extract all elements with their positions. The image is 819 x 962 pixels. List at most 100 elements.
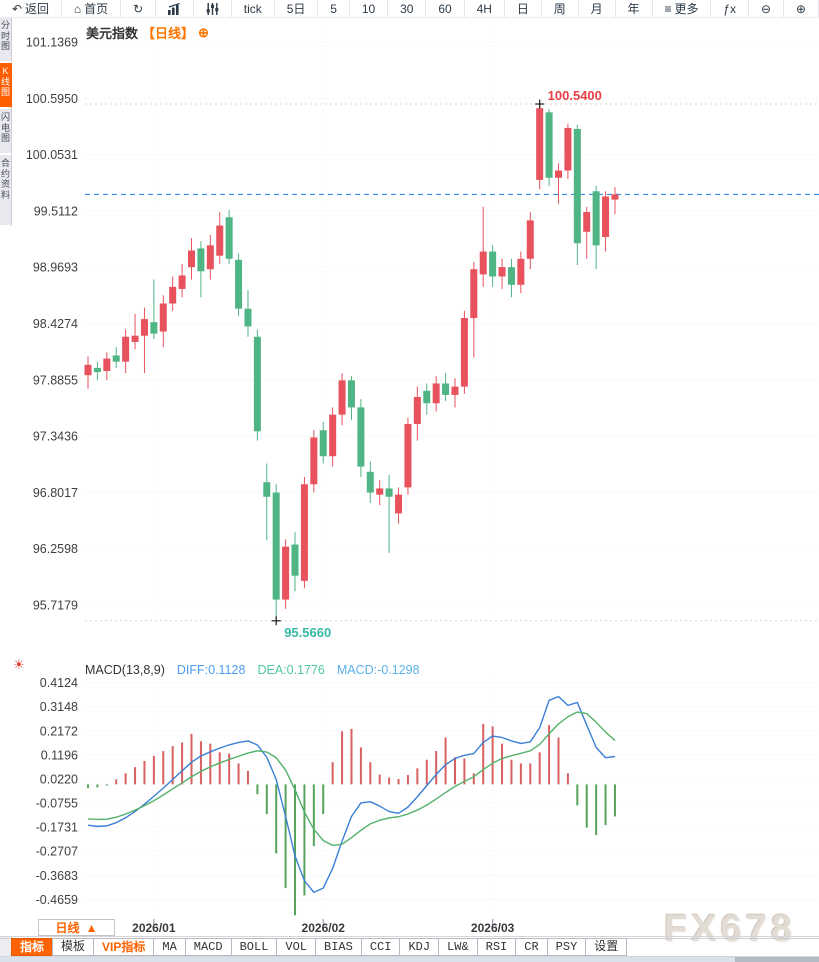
toolbar-button-m60[interactable]: 60 — [426, 0, 465, 17]
sidebar-tab-time-chart[interactable]: 分时图 — [0, 17, 12, 63]
candle[interactable] — [555, 163, 562, 204]
bottom-tab-cr[interactable]: CR — [515, 938, 548, 956]
candle[interactable] — [385, 474, 393, 553]
candle[interactable] — [432, 376, 440, 412]
toolbar-button-more[interactable]: ≡ 更多 — [653, 0, 712, 17]
candle[interactable] — [451, 378, 459, 408]
candle[interactable] — [470, 261, 478, 358]
candle[interactable] — [583, 206, 591, 259]
toolbar-button-tick[interactable]: tick — [232, 0, 275, 17]
toolbar-button-back[interactable]: ↶ 返回 — [0, 0, 62, 17]
candle[interactable] — [338, 373, 346, 426]
candle[interactable] — [178, 264, 186, 298]
candle[interactable] — [564, 123, 572, 179]
toolbar-button-day[interactable]: 日 — [505, 0, 542, 17]
candle[interactable] — [366, 461, 374, 503]
add-indicator-icon[interactable]: ⊕ — [198, 24, 209, 40]
candle[interactable] — [169, 276, 177, 311]
bottom-tab-psy[interactable]: PSY — [546, 938, 587, 956]
candle[interactable] — [545, 109, 553, 187]
candle[interactable] — [300, 476, 308, 589]
candle[interactable] — [253, 329, 261, 441]
sidebar-tab-kline-chart[interactable]: K线图 — [0, 63, 12, 109]
candle[interactable] — [235, 253, 243, 316]
toolbar-button-5d[interactable]: 5日 — [275, 0, 319, 17]
candle[interactable] — [442, 373, 450, 402]
candle[interactable] — [329, 407, 337, 467]
candle[interactable] — [376, 480, 384, 506]
candle[interactable] — [263, 463, 271, 541]
candle[interactable] — [225, 209, 233, 265]
horizontal-scrollbar[interactable] — [735, 957, 819, 962]
bottom-tab-vip-indicator[interactable]: VIP指标 — [93, 938, 155, 956]
candle[interactable] — [498, 258, 506, 289]
bottom-tab-ma[interactable]: MA — [153, 938, 186, 956]
toolbar-button-indicator-settings[interactable] — [194, 0, 232, 17]
candle[interactable] — [413, 386, 421, 441]
candle[interactable] — [347, 376, 355, 420]
sidebar-tab-lightning-chart[interactable]: 闪电图 — [0, 109, 12, 155]
toolbar-button-h4[interactable]: 4H — [465, 0, 505, 17]
bottom-tab-lw[interactable]: LW& — [438, 938, 478, 956]
candle[interactable] — [460, 310, 468, 394]
candle[interactable] — [150, 279, 158, 339]
candle[interactable] — [206, 234, 214, 280]
candle[interactable] — [526, 212, 534, 270]
bottom-tab-macd[interactable]: MACD — [184, 938, 232, 956]
candle[interactable] — [188, 238, 196, 280]
candle[interactable] — [423, 383, 431, 415]
bottom-tab-bias[interactable]: BIAS — [315, 938, 362, 956]
indicator-sun-icon[interactable]: ☀ — [13, 657, 25, 672]
bottom-tab-boll[interactable]: BOLL — [230, 938, 278, 956]
candle[interactable] — [93, 361, 101, 381]
toolbar-button-m10[interactable]: 10 — [350, 0, 389, 17]
toolbar-button-m30[interactable]: 30 — [388, 0, 427, 17]
toolbar-button-zoom-out[interactable]: ⊖ — [749, 0, 784, 17]
candle[interactable] — [507, 258, 515, 298]
bottom-tab-template[interactable]: 模板 — [52, 938, 95, 956]
candle[interactable] — [159, 295, 167, 348]
toolbar-button-week[interactable]: 周 — [542, 0, 579, 17]
candle[interactable] — [357, 399, 365, 477]
toolbar-button-chart-style[interactable] — [156, 0, 194, 17]
candle[interactable] — [140, 307, 148, 374]
bottom-tab-kdj[interactable]: KDJ — [399, 938, 440, 956]
candle[interactable] — [479, 206, 487, 287]
candle[interactable] — [291, 532, 299, 592]
candle[interactable] — [536, 104, 544, 190]
toolbar-button-fx[interactable]: ƒx — [711, 0, 750, 17]
toolbar-button-year[interactable]: 年 — [616, 0, 653, 17]
toolbar-button-zoom-in[interactable]: ⊕ — [784, 0, 819, 17]
bottom-tab-settings[interactable]: 设置 — [585, 938, 628, 956]
candle[interactable] — [112, 347, 120, 368]
candle[interactable] — [489, 245, 497, 287]
candle[interactable] — [592, 186, 600, 270]
candle[interactable] — [395, 487, 403, 524]
sidebar-tab-contract-info[interactable]: 合约资料 — [0, 155, 12, 227]
bottom-tab-rsi[interactable]: RSI — [476, 938, 517, 956]
candle[interactable] — [131, 313, 139, 350]
toolbar-button-refresh[interactable]: ↻ — [121, 0, 157, 17]
candle[interactable] — [282, 539, 290, 609]
candle[interactable] — [602, 191, 610, 252]
bottom-tab-indicator[interactable]: 指标 — [11, 938, 54, 956]
bottom-tab-vol[interactable]: VOL — [276, 938, 317, 956]
candle[interactable] — [517, 251, 525, 294]
candle[interactable] — [197, 241, 205, 298]
toolbar-button-m5[interactable]: 5 — [318, 0, 350, 17]
candle[interactable] — [244, 289, 252, 337]
candle[interactable] — [404, 417, 412, 495]
candle[interactable] — [573, 124, 581, 266]
candle[interactable] — [272, 484, 280, 621]
bottom-tab-cci[interactable]: CCI — [360, 938, 401, 956]
period-selector[interactable]: 日线 ▲ — [38, 919, 115, 936]
candle[interactable] — [122, 329, 130, 374]
candle[interactable] — [103, 352, 111, 381]
toolbar-button-month[interactable]: 月 — [579, 0, 616, 17]
candle[interactable] — [84, 356, 92, 389]
toolbar-button-home[interactable]: ⌂ 首页 — [62, 0, 122, 17]
candle[interactable] — [216, 212, 224, 265]
candle[interactable] — [310, 430, 318, 493]
candle[interactable] — [611, 187, 619, 215]
